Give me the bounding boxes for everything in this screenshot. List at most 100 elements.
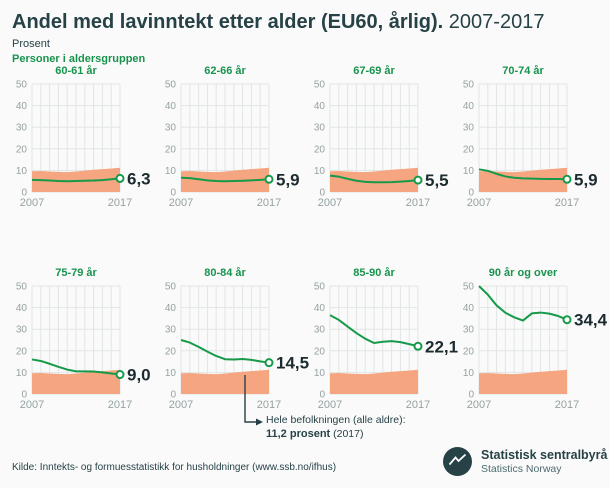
y-tick-label: 0 — [170, 188, 176, 199]
y-tick-label: 20 — [165, 346, 177, 357]
y-tick-label: 30 — [463, 123, 475, 134]
x-tick-label: 2017 — [257, 197, 281, 209]
end-value-label: 9,0 — [127, 366, 151, 385]
x-tick-label: 2007 — [467, 399, 491, 411]
chart-panel: 62-66 år 0 10 20 30 40 50 2007 2017 5,9 — [155, 64, 304, 210]
header: Andel med lavinntekt etter alder (EU60, … — [12, 10, 544, 65]
annotation-line1: Hele befolkningen (alle aldre): — [266, 414, 406, 426]
chart-canvas: 0 10 20 30 40 50 2007 2017 5,5 — [314, 80, 449, 210]
end-value-label: 5,5 — [425, 171, 449, 190]
population-annotation: Hele befolkningen (alle aldre): 11,2 pro… — [266, 413, 406, 441]
y-tick-label: 10 — [314, 166, 326, 177]
org-name: Statistisk sentralbyrå — [481, 447, 608, 462]
x-tick-label: 2017 — [257, 399, 281, 411]
end-marker — [115, 173, 125, 183]
x-tick-label: 2017 — [108, 197, 132, 209]
chart-panel: 90 år og over 0 10 20 30 40 50 2007 2017 34,4 — [453, 266, 608, 412]
ssb-logo-icon — [443, 447, 472, 476]
population-band — [479, 369, 567, 394]
chart-panel: 75-79 år 0 10 20 30 40 50 2007 2017 9,0 — [6, 266, 155, 412]
x-tick-label: 2007 — [318, 399, 342, 411]
ssb-brand-text: Statistisk sentralbyrå Statistics Norway — [481, 448, 607, 476]
y-tick-label: 20 — [16, 144, 28, 155]
ssb-brand: Statistisk sentralbyrå Statistics Norway — [443, 447, 607, 476]
y-tick-label: 40 — [463, 101, 475, 112]
x-tick-label: 2007 — [20, 399, 44, 411]
org-name-en: Statistics Norway — [481, 462, 562, 475]
chart-canvas: 0 10 20 30 40 50 2007 2017 14,5 — [165, 282, 309, 412]
chart-canvas: 0 10 20 30 40 50 2007 2017 5,9 — [463, 80, 598, 210]
population-band — [32, 167, 120, 192]
population-band — [330, 167, 418, 192]
x-tick-label: 2007 — [20, 197, 44, 209]
panel-title: 75-79 år — [55, 267, 97, 279]
age-group-line — [180, 339, 270, 364]
y-tick-label: 0 — [21, 390, 27, 401]
x-tick-label: 2007 — [169, 197, 193, 209]
charts-grid: 60-61 år 0 10 20 30 40 50 2007 2017 6,3 62-66 år 0 1… — [6, 64, 608, 412]
y-tick-label: 50 — [165, 80, 177, 91]
y-tick-label: 40 — [314, 303, 326, 314]
chart-panel: 80-84 år 0 10 20 30 40 50 2007 2017 14,5 — [155, 266, 309, 412]
y-tick-label: 40 — [463, 303, 475, 314]
page-title: Andel med lavinntekt etter alder (EU60, … — [12, 10, 544, 34]
y-tick-label: 30 — [165, 325, 177, 336]
age-group-line — [31, 358, 121, 376]
x-tick-label: 2007 — [467, 197, 491, 209]
end-marker — [264, 358, 274, 368]
y-tick-label: 10 — [16, 368, 28, 379]
x-tick-label: 2017 — [406, 399, 430, 411]
x-tick-label: 2017 — [406, 197, 430, 209]
annotation-value: 11,2 prosent — [266, 428, 331, 440]
population-band — [181, 369, 269, 394]
y-tick-label: 30 — [16, 123, 28, 134]
end-value-label: 22,1 — [425, 337, 458, 356]
series-legend-label: Personer i aldersgruppen — [12, 53, 146, 65]
y-tick-label: 50 — [463, 80, 475, 91]
chart-canvas: 0 10 20 30 40 50 2007 2017 34,4 — [463, 282, 608, 412]
age-group-line — [478, 168, 568, 181]
chart-panel: 67-69 år 0 10 20 30 40 50 2007 2017 5,5 — [304, 64, 453, 210]
x-tick-label: 2017 — [555, 399, 579, 411]
age-group-line — [31, 177, 121, 183]
end-value-label: 14,5 — [276, 354, 309, 373]
y-tick-label: 50 — [314, 282, 326, 293]
y-tick-label: 0 — [21, 188, 27, 199]
panel-title: 70-74 år — [502, 65, 544, 77]
unit-label: Prosent — [12, 38, 50, 50]
chart-panel: 60-61 år 0 10 20 30 40 50 2007 2017 6,3 — [6, 64, 155, 210]
y-tick-label: 10 — [165, 166, 177, 177]
y-tick-label: 40 — [16, 303, 28, 314]
chart-canvas: 0 10 20 30 40 50 2007 2017 9,0 — [16, 282, 151, 412]
y-tick-label: 40 — [165, 303, 177, 314]
y-tick-label: 50 — [16, 80, 28, 91]
chart-panel: 85-90 år 0 10 20 30 40 50 2007 2017 22,1 — [304, 266, 458, 411]
chart-canvas: 0 10 20 30 40 50 2007 2017 5,9 — [165, 80, 300, 210]
end-marker — [562, 174, 572, 184]
y-tick-label: 0 — [468, 188, 474, 199]
age-group-line — [329, 314, 419, 348]
y-tick-label: 50 — [16, 282, 28, 293]
end-value-label: 5,9 — [276, 170, 300, 189]
age-group-line — [180, 176, 270, 183]
chart-canvas: 0 10 20 30 40 50 2007 2017 6,3 — [16, 80, 151, 210]
title-period: 2007-2017 — [448, 11, 545, 33]
end-marker — [115, 370, 125, 380]
y-tick-label: 50 — [165, 282, 177, 293]
title-main: Andel med lavinntekt etter alder (EU60, … — [12, 11, 444, 33]
annotation-year: (2017) — [333, 428, 364, 440]
y-tick-label: 20 — [165, 144, 177, 155]
y-tick-label: 50 — [314, 80, 326, 91]
y-tick-label: 10 — [16, 166, 28, 177]
y-tick-label: 30 — [16, 325, 28, 336]
y-tick-label: 20 — [16, 346, 28, 357]
end-marker — [413, 175, 423, 185]
y-tick-label: 30 — [314, 123, 326, 134]
y-tick-label: 0 — [319, 188, 325, 199]
end-value-label: 5,9 — [574, 170, 598, 189]
y-tick-label: 0 — [319, 390, 325, 401]
y-tick-label: 10 — [165, 368, 177, 379]
y-tick-label: 10 — [314, 368, 326, 379]
age-group-line — [329, 174, 419, 184]
y-tick-label: 40 — [16, 101, 28, 112]
